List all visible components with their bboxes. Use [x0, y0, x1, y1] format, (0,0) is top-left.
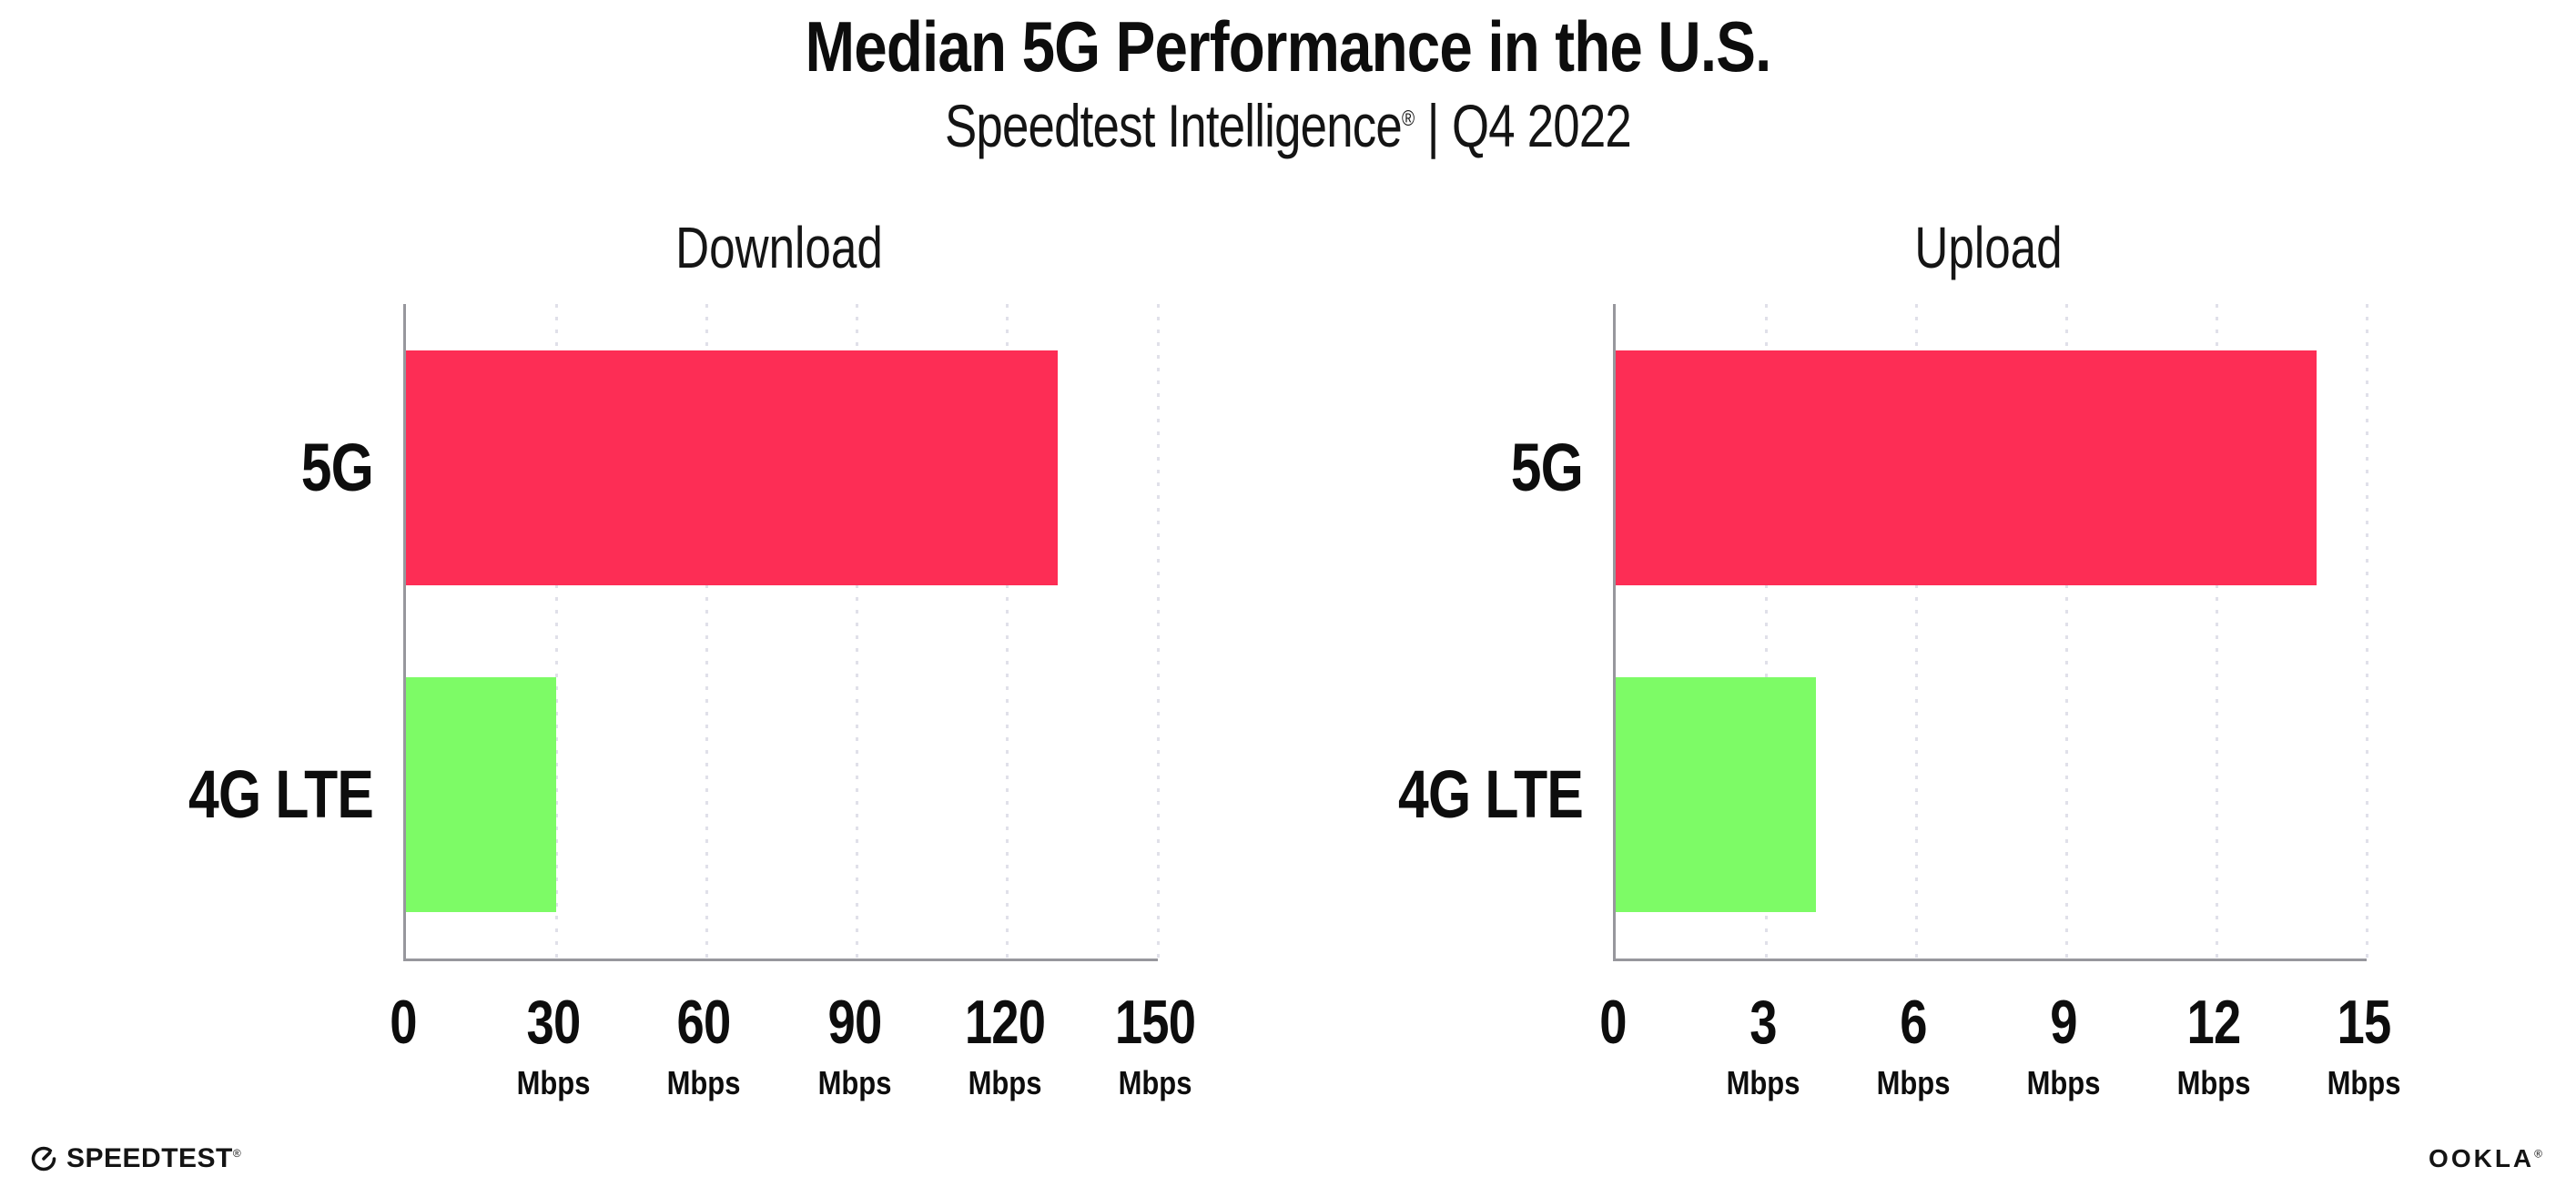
subtitle-separator: | [1426, 92, 1440, 159]
bar-4g-lte [406, 677, 557, 912]
gridline [554, 304, 558, 959]
x-tick-label: 0 [390, 988, 417, 1057]
category-label-4g-lte: 4G LTE [1398, 756, 1584, 832]
x-tick-label: 15 [2337, 988, 2392, 1057]
ookla-wordmark: OOKLA® [2429, 1146, 2545, 1172]
page-title: Median 5G Performance in the U.S. [805, 6, 1772, 86]
plot-area [1613, 304, 2368, 961]
x-tick-label: 9 [2050, 988, 2077, 1057]
x-tick-unit: Mbps [968, 1064, 1042, 1101]
x-tick-unit: Mbps [1726, 1064, 1800, 1101]
x-tick-label: 6 [1900, 988, 1927, 1057]
gridline [2365, 304, 2368, 959]
page-subtitle: Speedtest Intelligence® | Q4 2022 [258, 92, 2318, 159]
x-tick-label: 12 [2186, 988, 2242, 1057]
ookla-reg-mark: ® [2534, 1147, 2545, 1161]
x-tick-unit: Mbps [817, 1064, 892, 1101]
ookla-logo: OOKLA® [2429, 1145, 2545, 1172]
x-tick-unit: Mbps [516, 1064, 591, 1101]
x-tick-unit: Mbps [2327, 1064, 2401, 1101]
x-tick-unit: Mbps [666, 1064, 741, 1101]
x-tick-label: 60 [676, 988, 732, 1057]
chart-title: Download [675, 215, 883, 280]
x-tick-label: 30 [526, 988, 582, 1057]
x-tick-label: 3 [1749, 988, 1777, 1057]
speedtest-wordmark: SPEEDTEST® [66, 1145, 241, 1172]
subtitle-brand: Speedtest Intelligence [944, 92, 1403, 159]
gridline [1764, 304, 1768, 959]
chart-title: Upload [1914, 215, 2063, 280]
x-tick-label: 0 [1599, 988, 1627, 1057]
x-tick-unit: Mbps [1876, 1064, 1951, 1101]
speedtest-reg-mark: ® [232, 1147, 242, 1160]
gridline [1914, 304, 1918, 959]
x-tick-label: 120 [964, 988, 1046, 1057]
download-chart: Download 5G 4G LTE 0 30 Mbps 60 Mbps 90 Mbps 120 M… [188, 218, 1196, 1101]
gridline [705, 304, 708, 959]
category-label-5g: 5G [300, 430, 374, 505]
plot-area [403, 304, 1160, 961]
bar-5g [1616, 350, 2317, 585]
gridline [2064, 304, 2068, 959]
x-tick-unit: Mbps [2026, 1064, 2101, 1101]
subtitle-period: Q4 2022 [1452, 92, 1632, 159]
gridline [2215, 304, 2218, 959]
x-tick-unit: Mbps [1118, 1064, 1192, 1101]
ookla-label: OOKLA [2429, 1144, 2535, 1172]
speedtest-label: SPEEDTEST [66, 1143, 233, 1173]
gridline [1006, 304, 1009, 959]
speedtest-gauge-icon [31, 1146, 56, 1172]
registered-mark: ® [1401, 107, 1415, 131]
category-label-5g: 5G [1510, 430, 1584, 505]
upload-chart: Upload 5G 4G LTE 0 3 Mbps 6 Mbps 9 Mbps 12 Mbps 15 M… [1398, 218, 2400, 1101]
gridline [1156, 304, 1160, 959]
x-tick-label: 150 [1114, 988, 1196, 1057]
gridline [856, 304, 859, 959]
category-label-4g-lte: 4G LTE [188, 756, 374, 832]
speedtest-logo: SPEEDTEST® [30, 1143, 241, 1174]
x-tick-label: 90 [827, 988, 882, 1057]
x-tick-unit: Mbps [2176, 1064, 2251, 1101]
bar-5g [406, 350, 1058, 585]
bar-4g-lte [1616, 677, 1816, 912]
